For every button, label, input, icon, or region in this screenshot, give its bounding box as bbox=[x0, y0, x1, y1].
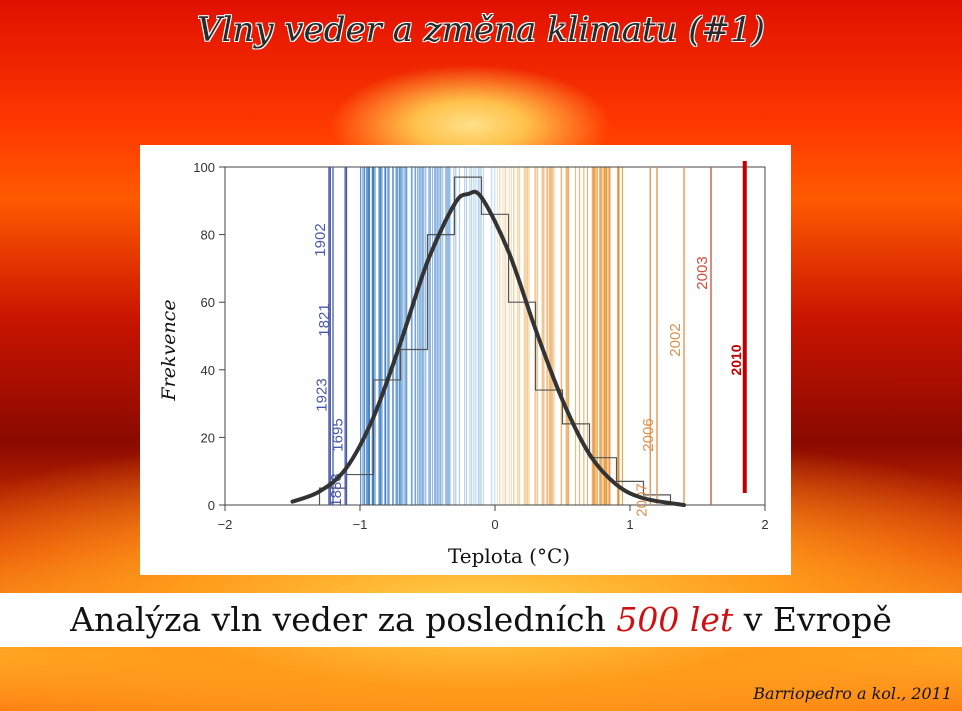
year-label-1923: 1923 bbox=[313, 378, 330, 411]
x-tick-label: −2 bbox=[218, 517, 233, 532]
year-label-2006: 2006 bbox=[640, 418, 657, 451]
y-axis-label-text: Frekvence bbox=[158, 299, 180, 401]
y-tick-label: 80 bbox=[201, 228, 215, 243]
year-label-1902: 1902 bbox=[312, 223, 329, 256]
fit-curve bbox=[290, 189, 686, 507]
y-tick-label: 0 bbox=[208, 498, 215, 513]
year-label-1695: 1695 bbox=[330, 418, 347, 451]
y-tick-label: 100 bbox=[193, 160, 215, 175]
page-title: Vlny veder a změna klimatu (#1) bbox=[197, 10, 765, 50]
y-tick-label: 20 bbox=[201, 430, 215, 445]
x-tick-label: 2 bbox=[761, 517, 768, 532]
y-tick-label: 40 bbox=[201, 363, 215, 378]
subtitle-highlight: 500 let bbox=[616, 600, 734, 639]
year-label-2002: 2002 bbox=[667, 323, 684, 356]
x-tick-label: −1 bbox=[353, 517, 368, 532]
year-label-1821: 1821 bbox=[316, 303, 333, 336]
y-axis-label: Frekvence bbox=[155, 290, 183, 410]
year-label-2010: 2010 bbox=[728, 344, 744, 375]
x-tick-label: 1 bbox=[626, 517, 633, 532]
histogram-outline bbox=[318, 176, 672, 505]
source-credit: Barriopedro a kol., 2011 bbox=[753, 684, 952, 703]
x-tick-label: 0 bbox=[491, 517, 498, 532]
subtitle-prefix: Analýza vln veder za posledních bbox=[70, 600, 617, 639]
y-tick-label: 60 bbox=[201, 295, 215, 310]
chart-panel: 0 20 40 60 80 100 −2 −1 0 1 2 1902 1821 1923 1695 1888 2… bbox=[140, 145, 791, 575]
year-label-2003: 2003 bbox=[694, 256, 711, 289]
year-label-2007: 2007 bbox=[633, 483, 650, 516]
subtitle-banner: Analýza vln veder za posledních 500 let … bbox=[0, 593, 962, 647]
subtitle-suffix: v Evropě bbox=[733, 600, 892, 639]
x-axis-label: Teplota (°C) bbox=[428, 538, 590, 574]
